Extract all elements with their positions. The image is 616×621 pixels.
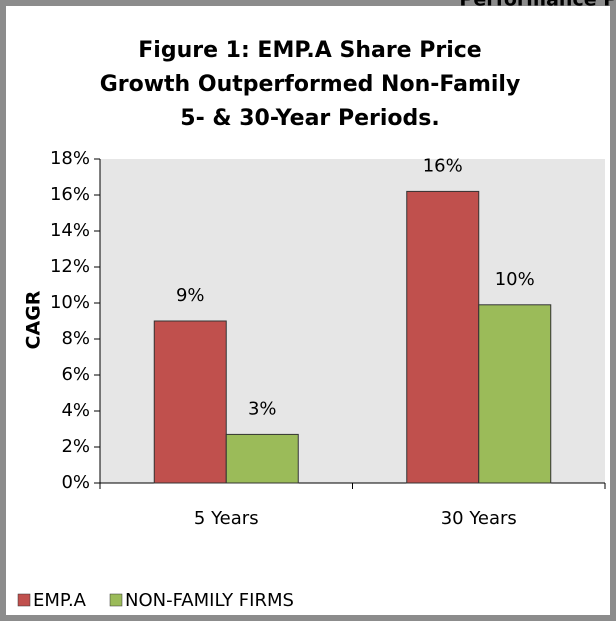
legend-label: EMP.A	[33, 590, 87, 611]
x-axis-title: Performance Period	[459, 0, 616, 11]
y-tick-label: 18%	[50, 148, 90, 169]
y-tick-label: 14%	[50, 220, 90, 241]
data-label: 16%	[423, 155, 463, 176]
y-tick-label: 8%	[61, 328, 90, 349]
data-label: 9%	[176, 285, 205, 306]
data-label: 10%	[495, 269, 535, 290]
bar	[478, 304, 552, 484]
y-tick-label: 0%	[61, 472, 90, 493]
bar	[406, 190, 480, 484]
x-tick-label: 5 Years	[194, 508, 259, 529]
data-label: 3%	[248, 398, 277, 419]
y-tick-label: 10%	[50, 292, 90, 313]
legend-swatch	[109, 593, 123, 607]
y-tick-label: 6%	[61, 364, 90, 385]
y-tick-label: 12%	[50, 256, 90, 277]
legend-swatch	[17, 593, 31, 607]
legend-label: NON-FAMILY FIRMS	[125, 590, 294, 611]
chart-title: Figure 1: EMP.A Share Price Growth Outpe…	[99, 38, 521, 131]
bar	[153, 320, 227, 484]
bar	[225, 433, 299, 484]
y-tick-label: 16%	[50, 184, 90, 205]
x-tick-label: 30 Years	[441, 508, 517, 529]
y-axis-title: CAGR	[23, 290, 45, 349]
y-tick-label: 4%	[61, 400, 90, 421]
y-tick-label: 2%	[61, 436, 90, 457]
